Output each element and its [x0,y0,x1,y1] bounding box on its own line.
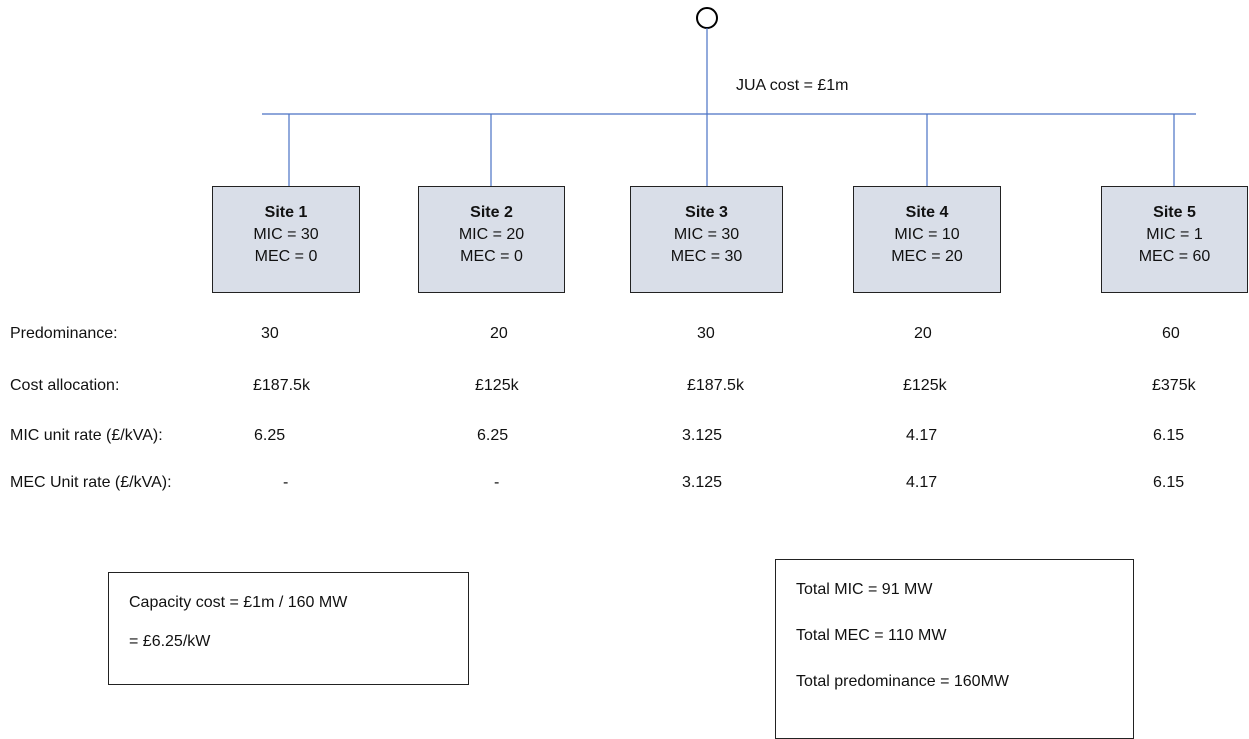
site-mic: MIC = 10 [894,226,960,243]
site-mec: MEC = 30 [670,248,743,265]
mec-unit-rate-site-3: 3.125 [682,474,723,491]
predominance-site-3: 30 [697,325,715,342]
site-name: Site 2 [470,204,513,221]
predominance-site-2: 20 [490,325,508,342]
site-mec: MEC = 20 [891,248,963,265]
mic-unit-rate-site-3: 3.125 [682,427,723,444]
mec-unit-rate-site-1: - [283,474,289,491]
site-3-box: Site 3 MIC = 30 MEC = 30 [630,186,783,293]
predominance-row-label: Predominance: [10,325,118,342]
cost-allocation-site-4: £125k [903,377,947,394]
capacity-rate-line: = £6.25/kW [129,633,211,650]
site-1-box: Site 1 MIC = 30 MEC = 0 [212,186,360,293]
site-mec: MEC = 60 [1138,248,1211,265]
predominance-site-1: 30 [261,325,279,342]
mic-unit-rate-site-1: 6.25 [254,427,286,444]
site-name: Site 3 [685,204,728,221]
mec-unit-rate-site-5: 6.15 [1153,474,1185,491]
site-4-box: Site 4 MIC = 10 MEC = 20 [853,186,1001,293]
total-mec-line: Total MEC = 110 MW [796,627,947,644]
jua-cost-label: JUA cost = £1m [736,77,849,94]
predominance-site-5: 60 [1162,325,1180,342]
totals-box: Total MIC = 91 MW Total MEC = 110 MW Tot… [775,559,1134,739]
cost-allocation-site-2: £125k [475,377,519,394]
cost-allocation-site-1: £187.5k [253,377,310,394]
site-5-box: Site 5 MIC = 1 MEC = 60 [1101,186,1248,293]
cost-allocation-row-label: Cost allocation: [10,377,120,394]
site-mic: MIC = 1 [1146,226,1203,243]
capacity-cost-line: Capacity cost = £1m / 160 MW [129,594,348,611]
site-mic: MIC = 30 [253,226,319,243]
mic-unit-rate-site-4: 4.17 [906,427,938,444]
cost-allocation-site-5: £375k [1152,377,1196,394]
total-predominance-line: Total predominance = 160MW [796,673,1009,690]
mec-unit-rate-site-2: - [494,474,500,491]
mic-unit-rate-site-2: 6.25 [477,427,509,444]
mic-unit-rate-row-label: MIC unit rate (£/kVA): [10,427,163,444]
site-2-box: Site 2 MIC = 20 MEC = 0 [418,186,565,293]
total-mic-line: Total MIC = 91 MW [796,581,933,598]
site-mec: MEC = 0 [254,248,318,265]
mec-unit-rate-row-label: MEC Unit rate (£/kVA): [10,474,172,491]
site-name: Site 4 [905,204,949,221]
site-name: Site 1 [264,204,308,221]
mec-unit-rate-site-4: 4.17 [906,474,938,491]
capacity-cost-box: Capacity cost = £1m / 160 MW = £6.25/kW [108,572,469,685]
mic-unit-rate-site-5: 6.15 [1153,427,1185,444]
site-name: Site 5 [1153,204,1196,221]
predominance-site-4: 20 [914,325,932,342]
site-mic: MIC = 20 [458,226,525,243]
cost-allocation-site-3: £187.5k [687,377,744,394]
source-node [696,7,718,29]
site-mic: MIC = 30 [673,226,740,243]
site-mec: MEC = 0 [460,248,523,265]
